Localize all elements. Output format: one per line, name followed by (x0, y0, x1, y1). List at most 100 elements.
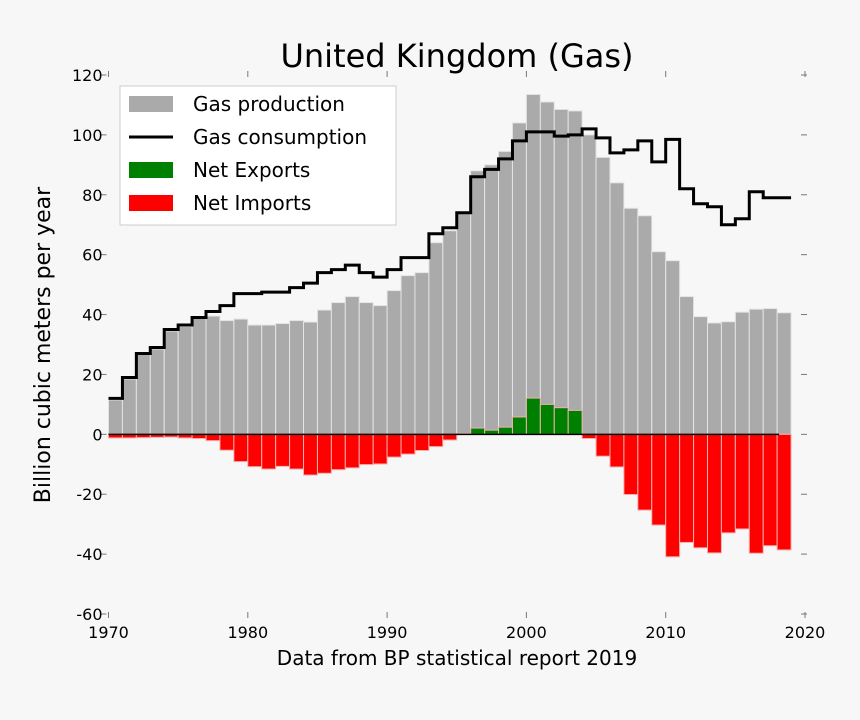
net-exports-bar-2003 (567, 409, 583, 435)
x-tick-label: 2020 (785, 623, 826, 642)
net-imports-bar-2007 (623, 433, 639, 496)
gas-production-bar-1988 (358, 302, 374, 435)
gas-production-bar-1999 (511, 122, 527, 435)
net-imports-bar-1993 (428, 433, 444, 448)
legend-swatch (129, 195, 173, 211)
gas-production-bar-2006 (609, 182, 625, 435)
gas-production-bar-1970 (108, 399, 123, 435)
x-axis-label: Data from BP statistical report 2019 (277, 646, 637, 670)
gas-production-bar-2014 (720, 321, 736, 435)
y-tick-label: 100 (72, 126, 103, 145)
net-imports-bar-1986 (330, 433, 346, 471)
net-exports-bar-1999 (511, 416, 527, 435)
y-tick-label: -40 (76, 545, 102, 564)
gas-production-bar-1997 (484, 164, 500, 435)
gas-production-bar-2001 (539, 101, 555, 435)
net-imports-bar-2018 (776, 433, 792, 551)
gas-production-bar-2008 (637, 215, 653, 435)
gas-production-bar-1973 (149, 348, 165, 435)
net-imports-bar-1983 (289, 433, 305, 470)
net-imports-bar-2013 (706, 433, 722, 554)
gas-production-bar-1982 (275, 323, 291, 435)
x-tick-label: 1970 (88, 623, 129, 642)
y-tick-label: -60 (76, 605, 102, 624)
gas-production-bar-2005 (595, 156, 611, 435)
legend-swatch (129, 162, 173, 178)
net-imports-bar-1981 (261, 433, 277, 470)
gas-production-bar-2015 (734, 311, 750, 435)
y-tick-label: 0 (92, 425, 102, 444)
legend-label: Gas consumption (193, 125, 367, 149)
gas-production-bar-2017 (762, 308, 778, 435)
y-axis-label: Billion cubic meters per year (31, 186, 56, 503)
gas-production-bar-2011 (679, 296, 695, 435)
net-imports-bar-1979 (233, 433, 249, 463)
gas-production-bar-2002 (553, 108, 569, 435)
net-imports-bar-2017 (762, 433, 778, 547)
gas-production-bar-1983 (289, 320, 305, 435)
gas-production-bar-1998 (498, 150, 513, 435)
net-imports-bar-1990 (386, 433, 402, 458)
gas-production-bar-2004 (581, 134, 597, 435)
legend-label: Net Exports (193, 158, 310, 182)
gas-production-bar-1971 (121, 378, 137, 435)
gas-production-bar-1985 (316, 309, 332, 435)
net-imports-bar-2009 (651, 433, 667, 526)
gas-production-bar-1980 (247, 324, 263, 435)
gas-production-bar-2009 (651, 251, 667, 435)
gas-production-bar-1984 (303, 321, 318, 435)
gas-production-bar-2018 (776, 312, 792, 435)
gas-production-bar-1991 (400, 275, 416, 435)
gas-production-bar-1977 (205, 315, 221, 435)
gas-production-bar-2012 (693, 316, 708, 435)
net-exports-bar-2000 (525, 397, 541, 435)
y-tick-label: 40 (82, 306, 102, 325)
net-imports-bar-1989 (372, 433, 388, 465)
net-imports-bar-1977 (205, 433, 221, 442)
y-tick-label: 60 (82, 246, 102, 265)
gas-production-bar-2000 (525, 93, 541, 435)
net-imports-bar-1987 (344, 433, 360, 469)
x-tick-label: 2000 (506, 623, 547, 642)
gas-production-bar-2010 (665, 260, 681, 435)
net-imports-bar-2014 (720, 433, 736, 534)
net-imports-bar-1980 (247, 433, 263, 468)
gas-production-bar-1972 (135, 352, 151, 435)
y-tick-label: 120 (72, 66, 103, 85)
y-tick-label: -20 (76, 485, 102, 504)
net-imports-bar-1984 (303, 433, 318, 476)
gas-production-bar-1987 (344, 296, 360, 435)
net-imports-bar-2006 (609, 433, 625, 468)
legend-label: Gas production (193, 92, 345, 116)
net-imports-bar-2012 (693, 433, 708, 549)
net-exports-bar-1998 (498, 426, 513, 435)
gas-production-bar-1978 (219, 320, 235, 435)
net-imports-bar-1985 (316, 433, 332, 474)
chart-title: United Kingdom (Gas) (280, 37, 633, 75)
gas-production-bar-1996 (470, 170, 486, 435)
net-imports-bar-2005 (595, 433, 611, 457)
net-imports-bar-2011 (679, 433, 695, 543)
net-imports-bar-1992 (414, 433, 430, 452)
net-imports-bar-1991 (400, 433, 416, 455)
gas-production-bar-1976 (191, 317, 207, 435)
net-imports-bar-2010 (665, 433, 681, 558)
net-exports-bar-1996 (470, 427, 486, 435)
y-tick-label: 80 (82, 186, 102, 205)
gas-production-bar-1990 (386, 290, 402, 435)
legend: Gas production Gas consumption Net Exports… (119, 85, 397, 226)
net-imports-bar-1994 (442, 433, 458, 441)
gas-production-bar-1995 (456, 212, 472, 435)
x-tick-label: 2010 (645, 623, 686, 642)
gas-consumption-line (108, 127, 792, 400)
gas-production-bar-1986 (330, 302, 346, 435)
net-imports-bar-2008 (637, 433, 653, 511)
net-imports-bar-2015 (734, 433, 750, 530)
net-exports-bar-2001 (539, 403, 555, 435)
gas-production-bar-1974 (163, 330, 179, 435)
gas-production-bar-1993 (428, 242, 444, 435)
gas-production-bar-2003 (567, 110, 583, 435)
gas-production-bar-2013 (706, 322, 722, 435)
gas-production-bar-1975 (177, 326, 193, 435)
